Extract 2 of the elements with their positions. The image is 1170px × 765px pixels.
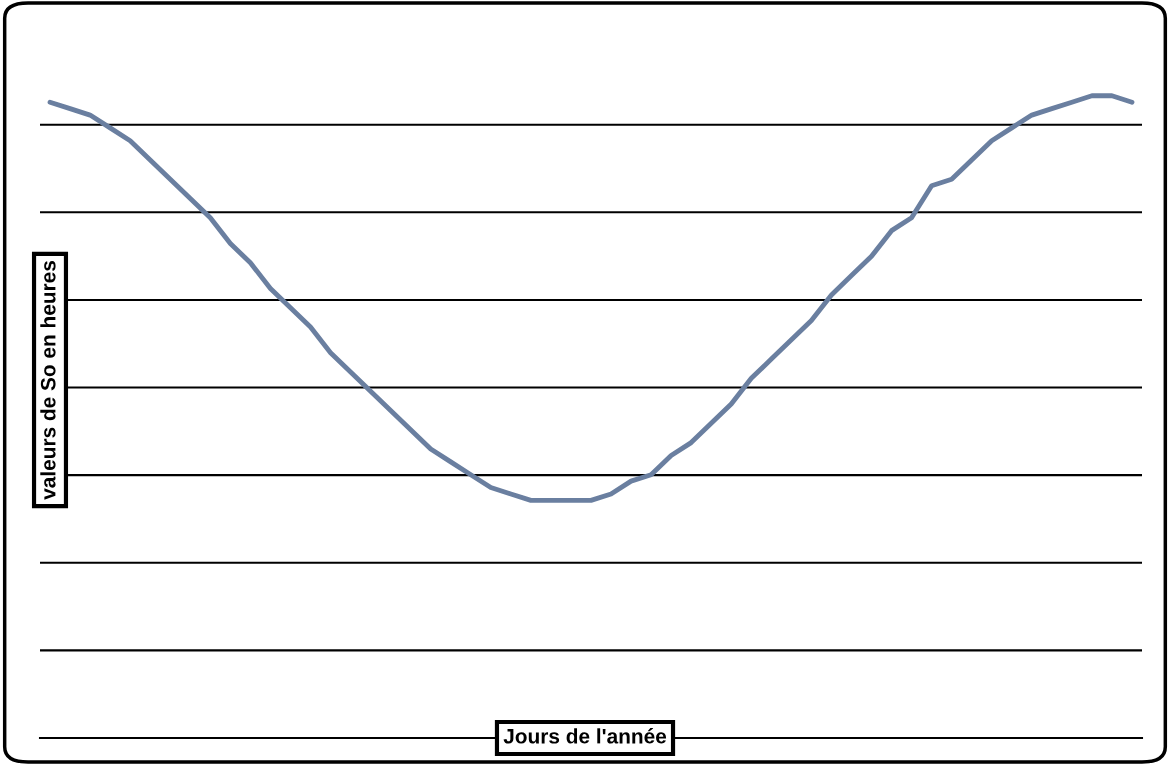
y-axis-title: valeurs de So en heures (40, 261, 56, 500)
x-axis-title: Jours de l'année (503, 728, 667, 744)
